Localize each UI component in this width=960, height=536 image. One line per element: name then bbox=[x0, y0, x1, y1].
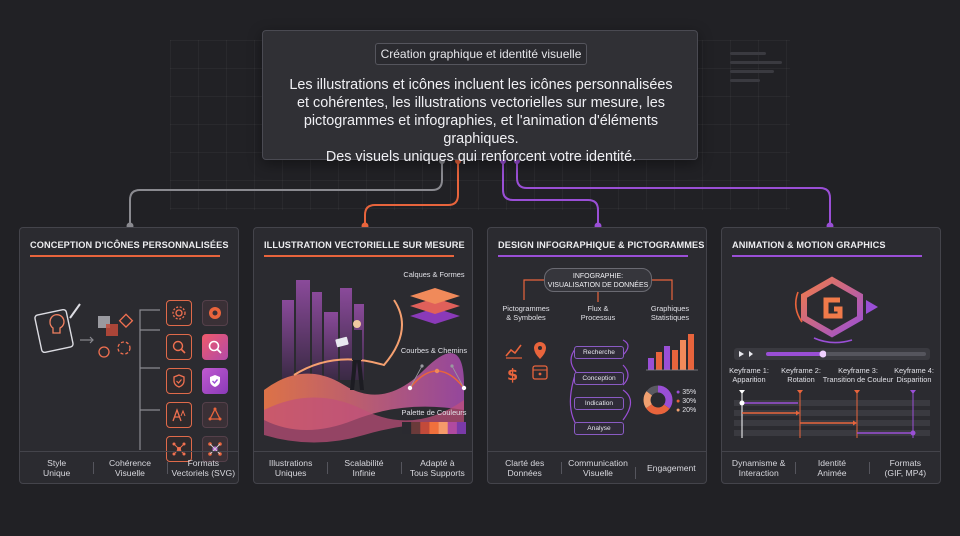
city-illustration bbox=[264, 280, 464, 443]
footer-item: Communication Visuelle bbox=[561, 458, 634, 478]
donut-legend: ● 35% ● 30% ● 20% bbox=[676, 389, 697, 414]
card-title: ILLUSTRATION VECTORIELLE SUR MESURE bbox=[264, 240, 465, 250]
keyframe-label: Keyframe 3: Transition de Couleur bbox=[822, 366, 894, 384]
gear-icon bbox=[166, 300, 192, 326]
flow-step: Recherche bbox=[574, 346, 624, 359]
svg-text:$: $ bbox=[507, 365, 518, 384]
donut-chart-icon bbox=[643, 385, 673, 415]
card-motion-graphics: ANIMATION & MOTION GRAPHICS bbox=[721, 227, 941, 484]
header-description: Les illustrations et icônes incluent les… bbox=[273, 76, 689, 166]
footer-item: Identité Animée bbox=[795, 458, 868, 478]
vector-pen-icon bbox=[202, 402, 228, 428]
infographic-art: INFOGRAPHIE: VISUALISATION DE DONNÉES Pic… bbox=[488, 260, 706, 450]
illustration-art: Calques & Formes Courbes & Chemins Palet… bbox=[254, 260, 472, 450]
curves-label: Courbes & Chemins bbox=[400, 346, 468, 355]
card-footer: Illustrations Uniques Scalabilité Infinie … bbox=[254, 451, 472, 483]
lightbulb-notebook-icon bbox=[34, 303, 81, 354]
column-label: Flux & Processus bbox=[580, 304, 616, 322]
palette-swatch bbox=[438, 422, 449, 434]
footer-item: Formats (GIF, MP4) bbox=[868, 458, 940, 478]
header-desc-line: et cohérentes, les illustrations vectori… bbox=[297, 95, 665, 111]
flow-step: Indication bbox=[574, 397, 624, 410]
card-underline bbox=[264, 255, 454, 257]
header-title: Création graphique et identité visuelle bbox=[375, 43, 587, 65]
layers-stack-icon bbox=[410, 288, 460, 324]
card-underline bbox=[732, 255, 922, 257]
shield-check-icon bbox=[166, 368, 192, 394]
card-footer: Dynamisme & Interaction Identité Animée Fo… bbox=[722, 451, 940, 483]
palette-label: Palette de Couleurs bbox=[401, 408, 467, 417]
typography-icon bbox=[166, 402, 192, 428]
footer-item: Style Unique bbox=[43, 457, 71, 478]
motion-svg bbox=[734, 276, 930, 438]
layers-label: Calques & Formes bbox=[403, 270, 465, 279]
card-underline bbox=[30, 255, 220, 257]
animated-logo-icon bbox=[794, 276, 878, 344]
card-underline bbox=[498, 255, 688, 257]
calendar-icon bbox=[532, 365, 548, 380]
search-icon-filled bbox=[202, 334, 228, 360]
flow-step: Conception bbox=[574, 372, 624, 385]
pictograms-group: $ bbox=[505, 342, 548, 384]
icon-flow-svg bbox=[34, 303, 160, 450]
card-footer: Clarté des Données Communication Visuelle … bbox=[488, 451, 706, 483]
timeline-tracks bbox=[734, 390, 930, 438]
footer-item: Adapté à Tous Supports bbox=[400, 458, 472, 478]
palette-swatch bbox=[420, 422, 430, 434]
header-desc-line: Des visuels uniques qui renforcent votre… bbox=[325, 149, 637, 165]
person-figure bbox=[335, 320, 364, 390]
palette-swatch bbox=[456, 422, 466, 434]
motion-art: Keyframe 1: Apparition Keyframe 2: Rotatio… bbox=[722, 260, 940, 450]
header-desc-line: Les illustrations et icônes incluent les… bbox=[289, 77, 673, 93]
footer-item: Cohérence Visuelle bbox=[93, 458, 166, 478]
keyframe-label: Keyframe 2: Rotation bbox=[781, 366, 821, 384]
card-title: ANIMATION & MOTION GRAPHICS bbox=[732, 240, 886, 250]
card-title: DESIGN INFOGRAPHIQUE & PICTOGRAMMES bbox=[498, 240, 705, 250]
column-label: Graphiques Statistiques bbox=[650, 304, 690, 322]
icon-flow-art bbox=[20, 260, 238, 462]
bar-chart-icon bbox=[646, 334, 698, 371]
shield-check-icon-filled bbox=[202, 368, 228, 394]
network-icon-filled bbox=[202, 436, 228, 462]
header-desc-line: pictogrammes et infographies, et l'anima… bbox=[303, 113, 659, 147]
column-label: Pictogrammes & Symboles bbox=[502, 304, 550, 322]
flow-step: Analyse bbox=[574, 422, 624, 435]
footer-item: Dynamisme & Interaction bbox=[731, 457, 786, 478]
network-icon bbox=[166, 436, 192, 462]
card-title: CONCEPTION D'ICÔNES PERSONNALISÉES bbox=[30, 240, 229, 250]
timeline-controls bbox=[734, 348, 930, 360]
palette-swatch bbox=[429, 422, 439, 434]
card-infographic-design: DESIGN INFOGRAPHIQUE & PICTOGRAMMES INFO… bbox=[487, 227, 707, 484]
color-palette-swatches bbox=[402, 422, 466, 434]
palette-swatch bbox=[402, 422, 412, 434]
card-vector-illustration: ILLUSTRATION VECTORIELLE SUR MESURE bbox=[253, 227, 473, 484]
footer-item: Formats Vectoriels (SVG) bbox=[166, 458, 238, 478]
footer-item: Clarté des Données bbox=[505, 457, 545, 478]
card-footer: Style Unique Cohérence Visuelle Formats Vec… bbox=[20, 451, 238, 483]
footer-item: Scalabilité Infinie bbox=[327, 458, 400, 478]
card-icon-design: CONCEPTION D'ICÔNES PERSONNALISÉES bbox=[19, 227, 239, 484]
location-pin-icon bbox=[534, 342, 546, 359]
keyframe-label: Keyframe 1: Apparition bbox=[729, 366, 769, 384]
decorative-lines bbox=[730, 52, 782, 88]
palette-swatch bbox=[447, 422, 458, 434]
dollar-icon: $ bbox=[507, 365, 518, 384]
shapes-icon bbox=[98, 313, 134, 358]
palette-swatch bbox=[411, 422, 421, 434]
gear-icon-filled bbox=[202, 300, 228, 326]
search-icon bbox=[166, 334, 192, 360]
keyframe-label: Keyframe 4: Disparition bbox=[894, 366, 934, 384]
bezier-curve-icon bbox=[407, 364, 467, 391]
footer-item: Engagement bbox=[634, 463, 706, 479]
footer-item: Illustrations Uniques bbox=[268, 457, 313, 478]
header-panel: Création graphique et identité visuelle … bbox=[262, 30, 698, 165]
growth-chart-icon bbox=[505, 344, 522, 359]
infographic-pill: INFOGRAPHIE: VISUALISATION DE DONNÉES bbox=[544, 268, 652, 292]
